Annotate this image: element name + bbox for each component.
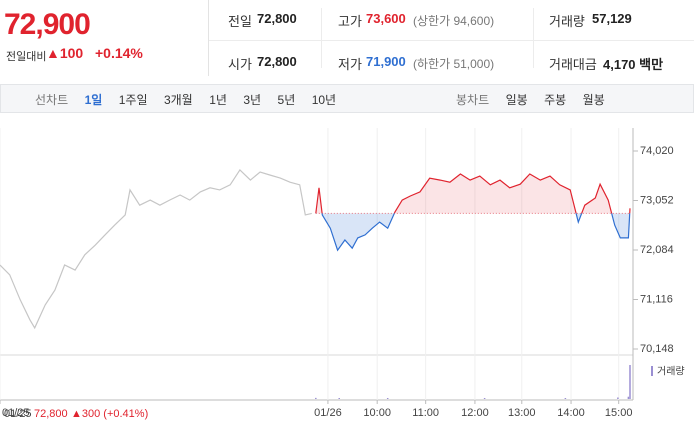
stat-label: 전일 xyxy=(228,14,252,29)
down-area xyxy=(315,213,630,251)
candle-tabs: 봉차트 일봉 주봉 월봉 xyxy=(456,91,617,109)
stat-value: 73,600 xyxy=(366,11,406,26)
stat-label: 고가 xyxy=(338,14,362,29)
tab-group-label: 선차트 xyxy=(35,93,69,107)
y-tick-label: 71,116 xyxy=(640,293,673,305)
tab-bar: 선차트 1일 1주일 3개월 1년 3년 5년 10년 봉차트 일봉 주봉 월봉 xyxy=(0,84,694,113)
y-tick-label: 73,052 xyxy=(640,194,674,206)
tab[interactable]: 월봉 xyxy=(582,93,605,107)
x-tick-label: 11:00 xyxy=(412,407,439,419)
change: ▲100 xyxy=(46,45,84,61)
x-tick-label: 12:00 xyxy=(461,407,489,419)
stat-value: 72,800 xyxy=(257,54,297,69)
price-box: 72,900 전일대비 ▲100 +0.14% xyxy=(0,0,209,76)
stat-label: 거래량 xyxy=(549,14,585,29)
tab[interactable]: 3년 xyxy=(243,93,262,107)
tab[interactable]: 3개월 xyxy=(163,93,193,107)
x-tick-label: 01/25 xyxy=(2,407,30,419)
y-tick-label: 70,148 xyxy=(640,343,674,355)
tab[interactable]: 주봉 xyxy=(544,93,567,107)
x-tick-label: 01/26 xyxy=(314,407,342,419)
summary-price: 72,800 xyxy=(34,408,68,420)
x-tick-label: 15:00 xyxy=(605,407,633,419)
up-area xyxy=(315,174,630,214)
row-divider xyxy=(209,40,694,41)
stat-value: 71,900 xyxy=(366,54,406,69)
x-tick-label: 13:00 xyxy=(508,407,536,419)
tab[interactable]: 1일 xyxy=(84,93,103,107)
price-line-up xyxy=(315,173,631,214)
tab[interactable]: 10년 xyxy=(311,93,337,107)
stat-label: 시가 xyxy=(228,57,252,72)
change-rate: +0.14% xyxy=(95,45,143,61)
col-divider xyxy=(321,8,322,68)
x-tick-label: 14:00 xyxy=(557,407,585,419)
y-tick-label: 74,020 xyxy=(640,145,674,157)
col-divider xyxy=(533,8,534,68)
line-tabs: 선차트 1일 1주일 3개월 1년 3년 5년 10년 xyxy=(35,91,348,109)
stat-value: 72,800 xyxy=(257,11,297,26)
stat-label: 거래대금 xyxy=(549,57,597,72)
stat-label: 저가 xyxy=(338,57,362,72)
volume-legend: 거래량 xyxy=(657,366,685,378)
price-line-down xyxy=(315,213,631,252)
tab[interactable]: 1주일 xyxy=(118,93,148,107)
change-label: 전일대비 xyxy=(6,51,47,63)
x-tick-label: 10:00 xyxy=(363,407,391,419)
current-price: 72,900 xyxy=(4,8,91,41)
stat-value: 4,170 백만 xyxy=(603,57,664,72)
tab[interactable]: 1년 xyxy=(209,93,227,107)
tab-group-label: 봉차트 xyxy=(456,93,490,107)
price-line xyxy=(0,168,312,330)
tab[interactable]: 일봉 xyxy=(505,93,528,107)
stat-note: (상한가 94,600) xyxy=(413,14,495,28)
stat-note: (하한가 51,000) xyxy=(413,57,495,71)
summary-change: ▲300 (+0.41%) xyxy=(71,408,148,420)
stat-value: 57,129 xyxy=(592,11,632,26)
tab[interactable]: 5년 xyxy=(277,93,296,107)
summary-date: 01/25 xyxy=(4,408,32,420)
y-tick-label: 72,084 xyxy=(640,244,674,256)
volume-legend-swatch xyxy=(651,366,653,376)
